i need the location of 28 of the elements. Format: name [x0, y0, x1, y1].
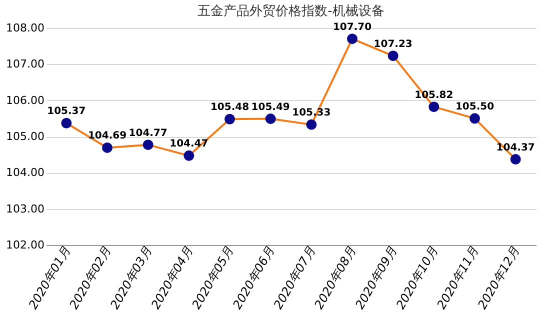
data-label: 104.77 — [128, 128, 168, 139]
y-tick-label: 106.00 — [6, 94, 44, 107]
point — [510, 154, 521, 165]
point — [224, 114, 235, 124]
point — [184, 150, 194, 161]
y-tick-label: 105.00 — [6, 130, 44, 143]
data-label: 105.50 — [455, 101, 494, 112]
y-tick-label: 103.00 — [6, 202, 44, 216]
y-tick-label: 108.00 — [6, 22, 44, 34]
point — [61, 118, 72, 128]
data-label: 105.37 — [47, 106, 86, 118]
y-tick-label: 107.00 — [6, 58, 44, 71]
chart-title: 五金产品外贸价格指数-机械设备 — [198, 4, 384, 19]
point — [347, 34, 358, 44]
y-tick-label: 104.00 — [6, 166, 44, 180]
point — [428, 102, 440, 112]
y-tick-label: 102.00 — [6, 238, 44, 252]
point — [142, 140, 154, 150]
point — [470, 113, 480, 124]
data-label: 107.70 — [332, 22, 372, 33]
point — [265, 114, 276, 124]
point — [102, 142, 112, 153]
data-label: 105.49 — [251, 102, 290, 113]
point — [388, 50, 398, 62]
data-label: 105.48 — [210, 102, 250, 114]
data-label: 104.69 — [88, 130, 127, 142]
data-label: 107.23 — [374, 38, 412, 50]
point — [306, 119, 317, 130]
